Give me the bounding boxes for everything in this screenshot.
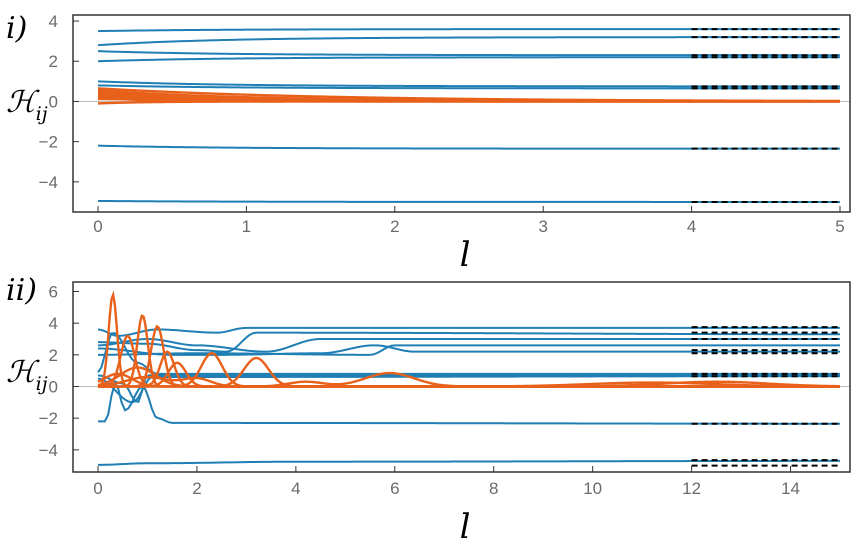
x-tick-label: 4 xyxy=(687,217,696,236)
panel-ii-xlabel: l xyxy=(460,507,471,547)
diagonal-series-8 xyxy=(97,199,841,203)
y-tick-label: 4 xyxy=(49,314,58,333)
y-tick-label: 2 xyxy=(49,346,58,365)
diagonal-series-3 xyxy=(97,50,841,57)
y-tick-label: 2 xyxy=(49,52,58,71)
y-tick-label: −2 xyxy=(39,409,58,428)
panel-i-plot: 0 1 2 3 4 5 −4 −2 0 2 4 xyxy=(39,12,851,236)
x-tick-label: 12 xyxy=(682,479,701,498)
y-tick-label: 4 xyxy=(49,12,58,31)
x-tick-label: 0 xyxy=(93,217,102,236)
x-tick-label: 0 xyxy=(93,479,102,498)
panel-ii-tag: ii) xyxy=(6,273,37,308)
x-tick-label: 10 xyxy=(583,479,602,498)
offdiagonal-series-1 xyxy=(97,290,840,388)
panel-ii-plot: 0 2 4 6 8 10 12 14 −4 −2 0 2 4 6 xyxy=(39,281,851,498)
panel-i-tag: i) xyxy=(6,11,27,46)
offdiagonal-series-4 xyxy=(97,334,840,388)
y-tick-label: −2 xyxy=(39,133,58,152)
y-tick-label: 0 xyxy=(49,378,58,397)
diagonal-series-7 xyxy=(97,144,841,150)
offdiagonal-series-8 xyxy=(97,375,840,388)
x-tick-label: 5 xyxy=(835,217,844,236)
y-tick-label: −4 xyxy=(39,441,58,460)
diagonal-series-4 xyxy=(97,344,840,356)
diagonal-series-9 xyxy=(98,381,841,425)
x-tick-label: 3 xyxy=(538,217,547,236)
y-tick-label: −4 xyxy=(39,173,58,192)
x-tick-label: 1 xyxy=(242,217,251,236)
y-tick-label: 0 xyxy=(49,92,58,111)
diagonal-series-7 xyxy=(97,374,840,403)
diagonal-series-1 xyxy=(97,28,841,33)
diagonal-series-10 xyxy=(97,459,841,466)
plot-frame xyxy=(72,14,851,213)
panel-i: i) ℋij l 0 1 2 3 4 5 −4 −2 0 2 4 xyxy=(6,11,851,275)
x-tick-label: 6 xyxy=(390,479,399,498)
diagonal-series-4 xyxy=(97,56,841,63)
diagonal-series-5 xyxy=(97,80,841,88)
offdiagonal-series-8 xyxy=(97,100,840,105)
x-tick-label: 2 xyxy=(192,479,201,498)
y-tick-label: 6 xyxy=(49,283,58,302)
diagonal-series-2 xyxy=(97,36,841,47)
plot-frame xyxy=(72,281,851,473)
x-tick-label: 2 xyxy=(390,217,399,236)
panel-ii: ii) ℋij l 0 2 4 6 8 10 12 14 −4 −2 0 2 4 6 xyxy=(6,273,851,547)
x-tick-label: 4 xyxy=(291,479,300,498)
panel-ii-ylabel: ℋij xyxy=(6,355,48,395)
x-tick-label: 8 xyxy=(489,479,498,498)
panel-i-ylabel: ℋij xyxy=(6,85,48,125)
diagonal-series-5 xyxy=(97,344,840,356)
diagonal-series-2 xyxy=(97,331,841,353)
x-tick-label: 14 xyxy=(781,479,800,498)
panel-i-xlabel: l xyxy=(460,235,471,275)
